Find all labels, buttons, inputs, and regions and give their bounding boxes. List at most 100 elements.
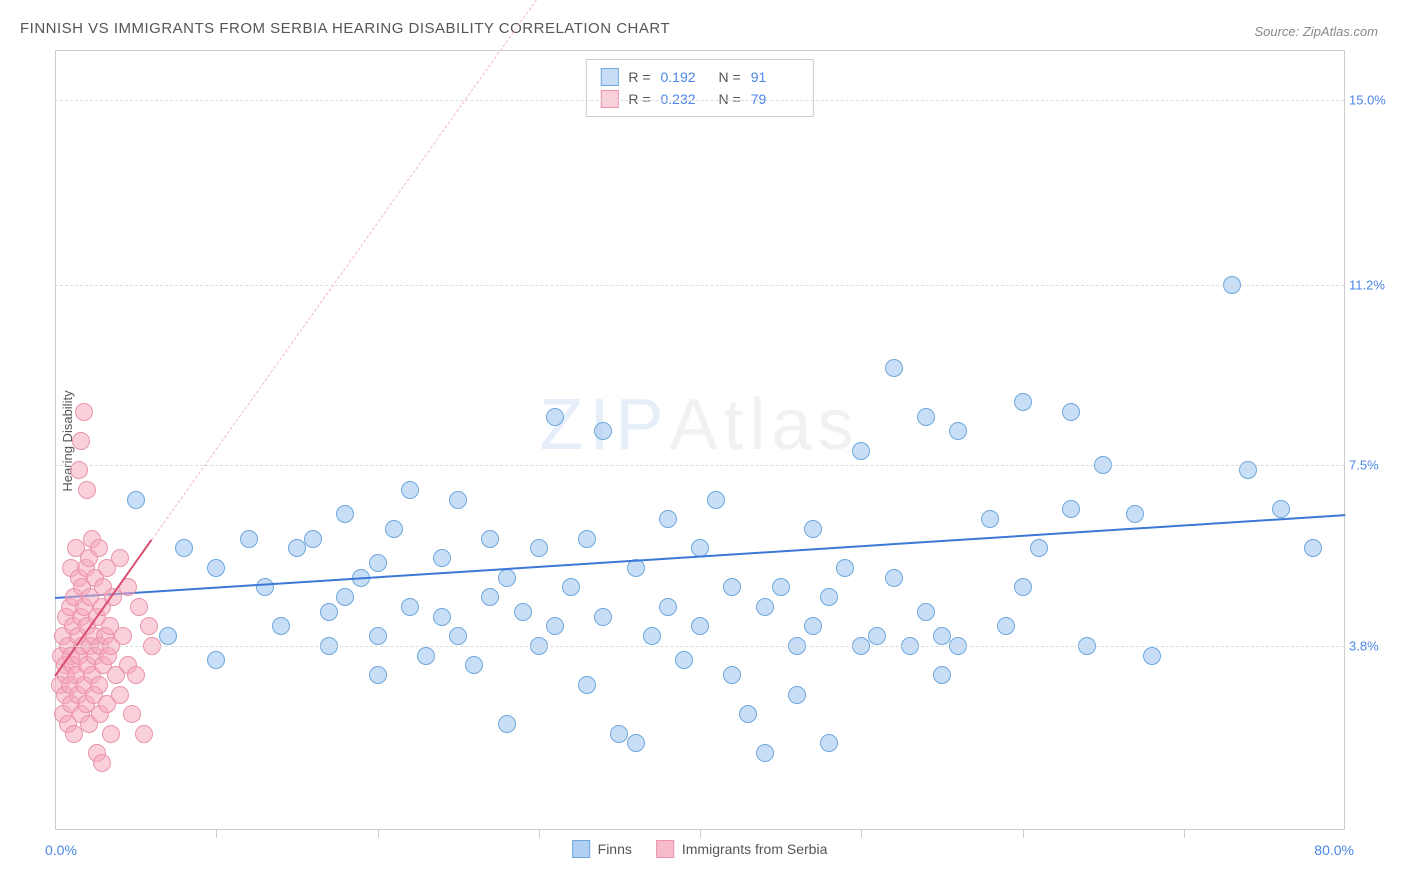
data-point — [90, 539, 108, 557]
x-tick — [378, 830, 379, 838]
data-point — [659, 510, 677, 528]
x-tick — [1023, 830, 1024, 838]
data-point — [739, 705, 757, 723]
data-point — [207, 651, 225, 669]
x-tick — [1184, 830, 1185, 838]
data-point — [72, 432, 90, 450]
data-point — [481, 588, 499, 606]
data-point — [981, 510, 999, 528]
data-point — [272, 617, 290, 635]
data-point — [885, 569, 903, 587]
data-point — [610, 725, 628, 743]
data-point — [111, 686, 129, 704]
data-point — [1143, 647, 1161, 665]
data-point — [1239, 461, 1257, 479]
data-point — [723, 666, 741, 684]
data-point — [90, 676, 108, 694]
gridline — [55, 646, 1344, 647]
data-point — [546, 617, 564, 635]
data-point — [659, 598, 677, 616]
data-point — [114, 627, 132, 645]
data-point — [627, 734, 645, 752]
data-point — [481, 530, 499, 548]
data-point — [691, 617, 709, 635]
data-point — [127, 491, 145, 509]
data-point — [1304, 539, 1322, 557]
data-point — [175, 539, 193, 557]
data-point — [917, 408, 935, 426]
x-axis-max-label: 80.0% — [1314, 842, 1354, 858]
y-tick-label: 11.2% — [1349, 278, 1394, 293]
data-point — [111, 549, 129, 567]
data-point — [933, 666, 951, 684]
data-point — [578, 676, 596, 694]
data-point — [288, 539, 306, 557]
stat-n-label: N = — [719, 69, 741, 85]
regression-line — [55, 514, 1345, 599]
y-tick-label: 3.8% — [1349, 638, 1394, 653]
data-point — [1014, 393, 1032, 411]
data-point — [336, 505, 354, 523]
data-point — [562, 578, 580, 596]
data-point — [997, 617, 1015, 635]
gridline — [55, 100, 1344, 101]
data-point — [1062, 500, 1080, 518]
x-tick — [861, 830, 862, 838]
data-point — [135, 725, 153, 743]
data-point — [772, 578, 790, 596]
regression-extrapolation — [151, 0, 603, 539]
legend-label: Immigrants from Serbia — [682, 841, 827, 857]
data-point — [240, 530, 258, 548]
stat-r-value: 0.192 — [661, 69, 709, 85]
data-point — [93, 754, 111, 772]
data-point — [417, 647, 435, 665]
data-point — [401, 598, 419, 616]
chart-title: FINNISH VS IMMIGRANTS FROM SERBIA HEARIN… — [20, 20, 670, 37]
data-point — [820, 734, 838, 752]
legend-item: Finns — [572, 840, 632, 858]
data-point — [78, 481, 96, 499]
data-point — [788, 686, 806, 704]
data-point — [1014, 578, 1032, 596]
x-tick — [700, 830, 701, 838]
data-point — [140, 617, 158, 635]
legend-swatch — [572, 840, 590, 858]
data-point — [1272, 500, 1290, 518]
data-point — [498, 569, 516, 587]
data-point — [707, 491, 725, 509]
data-point — [336, 588, 354, 606]
data-point — [433, 608, 451, 626]
x-tick — [539, 830, 540, 838]
y-tick-label: 7.5% — [1349, 458, 1394, 473]
data-point — [127, 666, 145, 684]
data-point — [836, 559, 854, 577]
data-point — [933, 627, 951, 645]
y-tick-label: 15.0% — [1349, 92, 1394, 107]
data-point — [207, 559, 225, 577]
data-point — [885, 359, 903, 377]
data-point — [369, 554, 387, 572]
data-point — [449, 627, 467, 645]
data-point — [643, 627, 661, 645]
data-point — [369, 627, 387, 645]
data-point — [130, 598, 148, 616]
gridline — [55, 465, 1344, 466]
data-point — [594, 422, 612, 440]
data-point — [530, 539, 548, 557]
data-point — [723, 578, 741, 596]
stats-legend-box: R =0.192N =91R =0.232N =79 — [585, 59, 813, 117]
data-point — [804, 520, 822, 538]
data-point — [756, 598, 774, 616]
stat-r-label: R = — [628, 69, 650, 85]
data-point — [546, 408, 564, 426]
data-point — [75, 403, 93, 421]
data-point — [465, 656, 483, 674]
data-point — [401, 481, 419, 499]
data-point — [852, 442, 870, 460]
plot-region — [55, 51, 1344, 830]
data-point — [868, 627, 886, 645]
source-attribution: Source: ZipAtlas.com — [1254, 24, 1378, 39]
data-point — [514, 603, 532, 621]
data-point — [820, 588, 838, 606]
data-point — [102, 725, 120, 743]
